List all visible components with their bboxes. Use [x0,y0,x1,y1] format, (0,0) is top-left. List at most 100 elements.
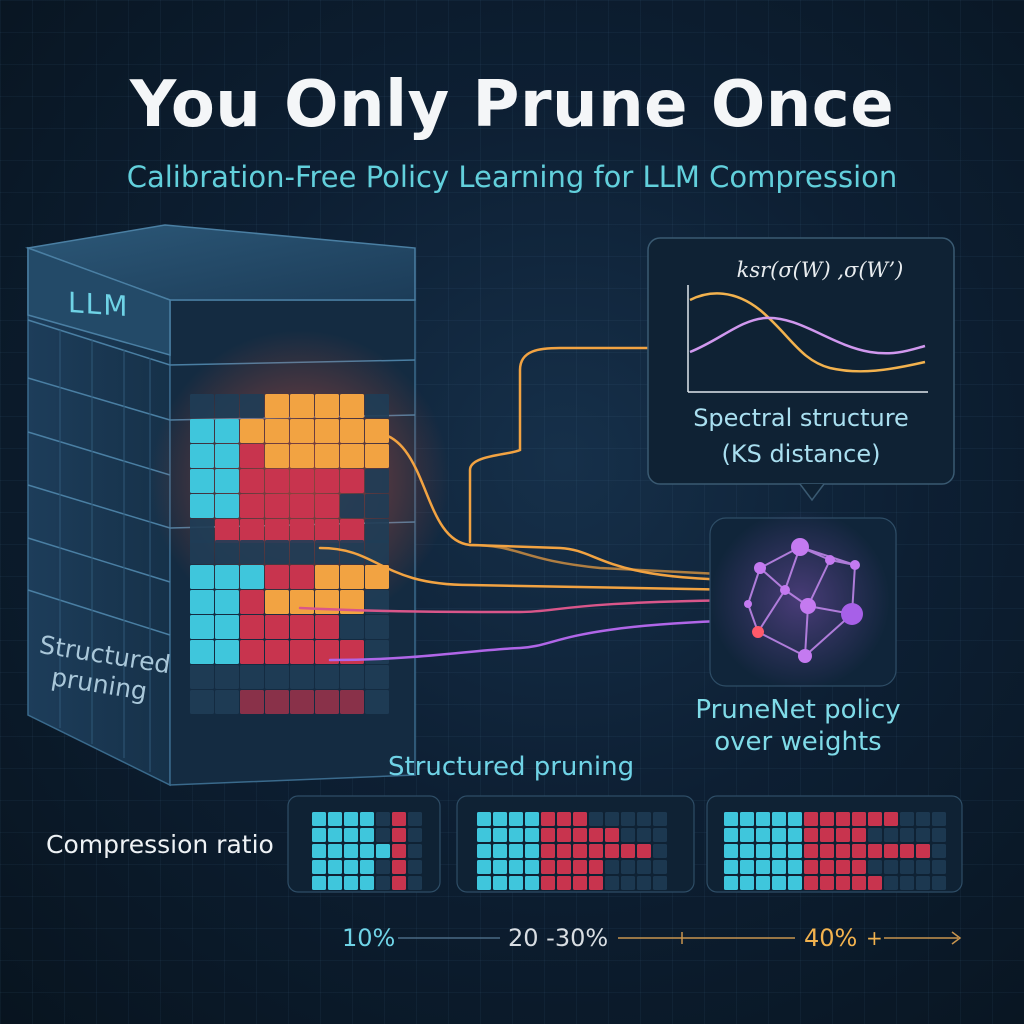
pruning-cell [820,876,834,890]
llm-top-slab-front [27,246,171,356]
activation-cell [265,444,289,468]
activation-cell [190,444,214,468]
activation-cell [340,565,364,589]
activation-cell [240,494,264,518]
connector-pink [298,598,750,614]
activation-cell [365,665,389,689]
pruning-cell [493,860,507,874]
activation-cell [365,519,389,543]
spectral-panel-pointer [799,483,825,502]
pruning-cell [637,844,651,858]
policy-node [841,603,863,625]
activation-cell [190,469,214,493]
pruning-cell [392,860,406,874]
pruning-panels [287,795,963,893]
pruning-cell [900,860,914,874]
pruning-cell [756,844,770,858]
pruning-cell [724,876,738,890]
pruning-cell [804,860,818,874]
policy-node [754,562,766,574]
activation-cell [190,494,214,518]
activation-cell [215,469,239,493]
pruning-cell [328,828,342,842]
pruning-cell [932,876,946,890]
pruning-cell [884,828,898,842]
activation-cell [265,565,289,589]
ratio-tick-40: 40% [804,924,858,952]
activation-cell [340,590,364,614]
connector-orange-2 [318,546,747,592]
pruning-cell [509,860,523,874]
activation-cell [265,615,289,639]
activation-cell [265,394,289,418]
pruning-cell [852,860,866,874]
pruning-cell [724,860,738,874]
pruning-cell [637,860,651,874]
policy-node [850,560,860,570]
activation-cell [315,540,339,564]
activation-cell [365,565,389,589]
activation-cell [215,444,239,468]
ratio-scale [398,931,962,945]
pruning-cell [932,812,946,826]
activation-cell [290,394,314,418]
activation-cell [315,469,339,493]
pruning-cell [408,812,422,826]
activation-cell [290,469,314,493]
activation-cell [290,540,314,564]
pruning-cell [509,812,523,826]
pruning-cell [360,812,374,826]
activation-cell [190,665,214,689]
scale-arrowhead [951,931,962,945]
activation-cell [315,519,339,543]
pruning-cell [573,860,587,874]
pruning-cell [788,844,802,858]
activation-cell [190,419,214,443]
pruning-cell [541,828,555,842]
policy-label-line1: PruneNet policy [695,695,901,725]
activation-cell [340,419,364,443]
activation-cell [215,615,239,639]
pruning-cell [724,828,738,842]
activation-cell [365,590,389,614]
activation-cell [290,690,314,714]
pruning-cell [900,844,914,858]
pruning-cell [756,876,770,890]
pruning-cell [557,876,571,890]
pruning-cell [328,876,342,890]
pruning-cell [573,844,587,858]
pruning-cell [408,876,422,890]
pruning-cell [344,828,358,842]
pruning-cell [852,876,866,890]
activation-cell [340,469,364,493]
pruning-cell [589,876,603,890]
pruning-cell [900,876,914,890]
pruning-cell [852,812,866,826]
activation-cell [315,419,339,443]
pruning-cell [772,844,786,858]
activation-cell [340,519,364,543]
pruning-cell [408,844,422,858]
activation-cell [215,690,239,714]
pruning-cell [509,876,523,890]
pruning-cell [477,844,491,858]
activation-cell [340,444,364,468]
pruning-cell [392,828,406,842]
activation-cell [340,494,364,518]
pruning-cell [360,844,374,858]
activation-cell [215,640,239,664]
pruning-cell [477,812,491,826]
activation-cell [315,394,339,418]
pruning-cell [820,812,834,826]
pruning-cell [312,828,326,842]
activation-cell [290,565,314,589]
pruning-cell [804,844,818,858]
pruning-cell [525,876,539,890]
activation-cell [215,419,239,443]
activation-cell [315,690,339,714]
spectral-curve-purple [689,316,926,355]
activation-cell [315,640,339,664]
pruning-cell [788,860,802,874]
activation-cell [315,444,339,468]
